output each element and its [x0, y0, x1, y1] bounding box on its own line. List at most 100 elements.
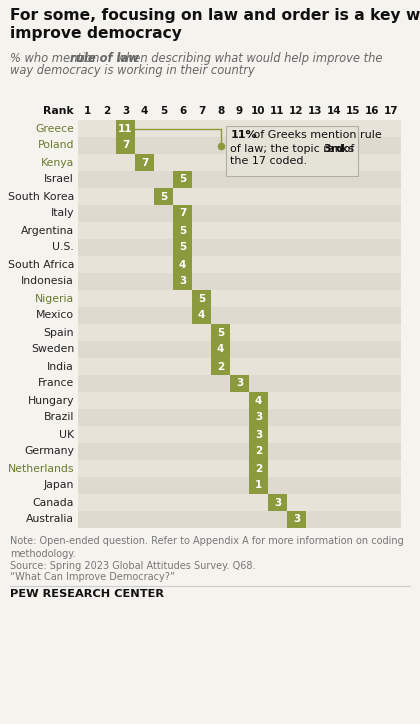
Bar	[211, 240, 230, 256]
Bar	[363, 477, 382, 494]
Bar	[173, 222, 192, 239]
Bar	[154, 460, 173, 476]
Text: of Greeks mention rule: of Greeks mention rule	[250, 130, 382, 140]
Bar	[326, 154, 344, 171]
Text: Australia: Australia	[26, 515, 74, 524]
Bar	[344, 172, 363, 188]
Bar	[268, 222, 287, 239]
Bar	[344, 273, 363, 290]
Bar	[173, 511, 192, 528]
Bar	[287, 477, 306, 494]
Bar	[230, 120, 249, 137]
Bar	[116, 426, 135, 442]
Bar	[363, 426, 382, 442]
Bar	[287, 494, 306, 510]
Bar	[268, 409, 287, 426]
Bar	[344, 324, 363, 341]
Bar	[287, 273, 306, 290]
Bar	[78, 307, 97, 324]
Bar	[173, 240, 192, 256]
Bar	[344, 206, 363, 222]
Text: 7: 7	[179, 209, 186, 219]
Text: 11: 11	[270, 106, 285, 117]
Bar	[173, 273, 192, 290]
Bar	[382, 138, 401, 153]
Bar	[363, 494, 382, 510]
Bar	[249, 358, 268, 375]
Bar	[116, 324, 135, 341]
Bar	[230, 222, 249, 239]
Bar	[268, 341, 287, 358]
Bar	[326, 273, 344, 290]
Text: 4: 4	[179, 259, 186, 269]
Bar	[363, 392, 382, 409]
Bar	[135, 206, 154, 222]
Bar	[230, 511, 249, 528]
Text: Source: Spring 2023 Global Attitudes Survey. Q68.: Source: Spring 2023 Global Attitudes Sur…	[10, 561, 255, 571]
Bar	[211, 494, 230, 510]
Bar	[363, 188, 382, 205]
Bar	[363, 409, 382, 426]
Bar	[116, 188, 135, 205]
Bar	[249, 460, 268, 476]
Bar	[192, 154, 211, 171]
Bar	[211, 358, 230, 375]
Bar	[135, 290, 154, 307]
Bar	[249, 392, 268, 409]
Bar	[173, 460, 192, 476]
Bar	[135, 172, 154, 188]
Bar	[135, 154, 154, 171]
Bar	[326, 409, 344, 426]
Bar	[249, 460, 268, 476]
Bar	[211, 392, 230, 409]
Bar	[78, 392, 97, 409]
Bar	[363, 324, 382, 341]
Bar	[344, 341, 363, 358]
Bar	[306, 188, 325, 205]
Bar	[154, 138, 173, 153]
Bar	[211, 341, 230, 358]
Bar	[211, 273, 230, 290]
Bar	[382, 206, 401, 222]
Text: 8: 8	[217, 106, 224, 117]
Bar	[78, 375, 97, 392]
Text: 4: 4	[217, 345, 224, 355]
Bar	[230, 358, 249, 375]
Text: the 17 coded.: the 17 coded.	[231, 156, 307, 167]
Bar	[97, 138, 116, 153]
Bar	[97, 290, 116, 307]
Text: way democracy is working in their country: way democracy is working in their countr…	[10, 64, 255, 77]
Bar	[382, 358, 401, 375]
Text: 5: 5	[179, 243, 186, 253]
Bar	[116, 138, 135, 153]
Bar	[344, 290, 363, 307]
Bar	[192, 460, 211, 476]
Bar	[154, 392, 173, 409]
Bar	[363, 375, 382, 392]
Bar	[230, 172, 249, 188]
Bar	[97, 392, 116, 409]
Bar	[326, 375, 344, 392]
Bar	[287, 426, 306, 442]
Bar	[287, 240, 306, 256]
Bar	[306, 409, 325, 426]
Text: 2: 2	[255, 463, 262, 473]
Bar	[268, 172, 287, 188]
Text: 9: 9	[236, 106, 243, 117]
Text: 3: 3	[122, 106, 129, 117]
Bar	[97, 273, 116, 290]
Bar	[230, 409, 249, 426]
Bar	[154, 511, 173, 528]
Bar	[326, 443, 344, 460]
Bar	[382, 154, 401, 171]
Bar	[211, 341, 230, 358]
Bar	[78, 240, 97, 256]
Bar	[173, 358, 192, 375]
Text: 5: 5	[160, 192, 167, 201]
Text: 6: 6	[179, 106, 186, 117]
Bar	[211, 324, 230, 341]
Bar	[116, 375, 135, 392]
Text: rule of law: rule of law	[70, 52, 139, 65]
Bar	[268, 154, 287, 171]
Bar	[363, 138, 382, 153]
